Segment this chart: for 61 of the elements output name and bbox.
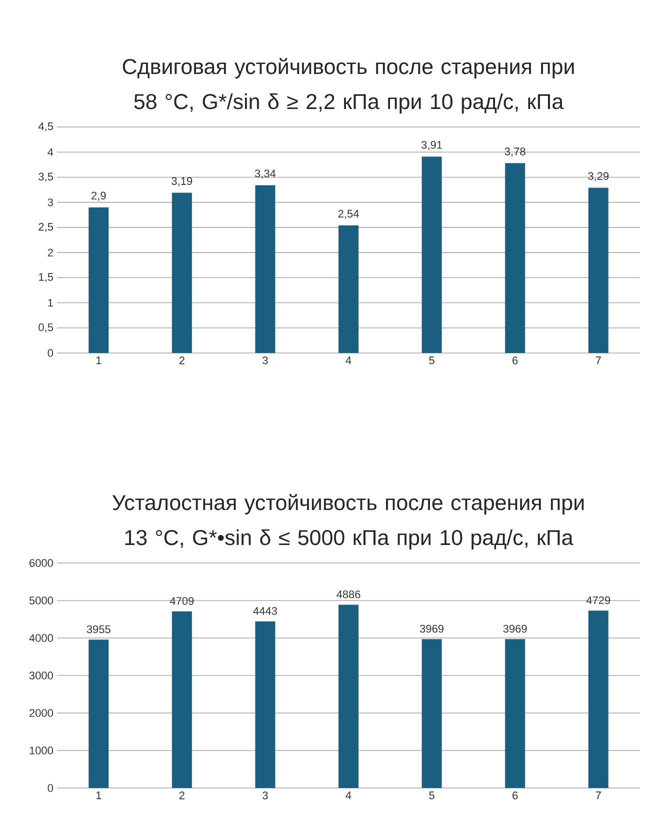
x-tick-label: 7 bbox=[596, 792, 601, 800]
y-tick-label: 1 bbox=[48, 298, 53, 307]
y-tick-label: 3,5 bbox=[38, 172, 53, 182]
y-tick-label: 4 bbox=[48, 148, 54, 156]
bar bbox=[588, 188, 608, 353]
y-tick-label: 4000 bbox=[29, 634, 54, 642]
x-tick-label: 2 bbox=[179, 356, 184, 364]
data-label: 2,9 bbox=[92, 192, 106, 201]
data-label: 4443 bbox=[253, 607, 277, 615]
bar bbox=[88, 640, 109, 788]
bar bbox=[422, 639, 442, 788]
x-tick-label: 1 bbox=[96, 356, 102, 364]
data-label: 3969 bbox=[503, 624, 527, 633]
y-tick-label: 6000 bbox=[30, 559, 54, 567]
x-tick-label: 5 bbox=[429, 356, 434, 364]
data-label: 4886 bbox=[336, 590, 360, 598]
x-tick-label: 2 bbox=[179, 792, 184, 800]
data-label: 2,54 bbox=[338, 210, 359, 219]
x-tick-label: 3 bbox=[262, 792, 268, 800]
data-label: 4709 bbox=[170, 597, 194, 605]
data-label: 3,19 bbox=[172, 177, 192, 186]
data-label: 3,29 bbox=[588, 172, 609, 182]
bar bbox=[588, 610, 608, 788]
chart-title: Усталостная устойчивость после старения при 13 °С, G*•sin δ ≤ 5000 кПа при 10 рад/с, кПа bbox=[112, 494, 584, 550]
y-tick-label: 1,5 bbox=[39, 273, 53, 282]
data-label: 3969 bbox=[420, 624, 444, 633]
y-tick-label: 0,5 bbox=[38, 323, 53, 332]
bar bbox=[255, 185, 276, 353]
y-tick-label: 0 bbox=[48, 784, 54, 792]
y-tick-label: 2,5 bbox=[38, 222, 53, 232]
bar bbox=[338, 604, 358, 788]
y-tick-label: 2 bbox=[48, 248, 53, 256]
bar bbox=[255, 621, 276, 788]
x-tick-label: 4 bbox=[346, 792, 352, 800]
y-tick-label: 3000 bbox=[29, 672, 54, 680]
data-label: 3,78 bbox=[504, 148, 526, 157]
data-label: 4729 bbox=[586, 596, 610, 604]
x-tick-label: 1 bbox=[96, 792, 102, 800]
bar bbox=[172, 192, 192, 353]
x-tick-label: 4 bbox=[346, 356, 352, 364]
y-tick-label: 1000 bbox=[30, 746, 54, 754]
y-tick-label: 4,5 bbox=[38, 122, 53, 132]
data-label: 3,91 bbox=[422, 141, 442, 150]
y-tick-label: 5000 bbox=[29, 596, 54, 604]
y-tick-label: 2000 bbox=[30, 709, 54, 717]
x-tick-label: 5 bbox=[429, 792, 434, 800]
bar bbox=[88, 207, 109, 353]
y-tick-label: 0 bbox=[48, 349, 54, 357]
bar bbox=[338, 225, 358, 353]
x-tick-label: 6 bbox=[512, 792, 518, 800]
x-tick-label: 6 bbox=[512, 356, 518, 364]
bar bbox=[422, 156, 442, 353]
data-label: 3955 bbox=[86, 625, 110, 634]
bar bbox=[505, 163, 526, 353]
chart-title: Сдвиговая устойчивость после старения при 58 °С, G*/sin δ ≥ 2,2 кПа при 10 рад/с, кПа bbox=[122, 58, 574, 114]
bar bbox=[172, 611, 192, 788]
x-tick-label: 7 bbox=[596, 356, 601, 364]
x-tick-label: 3 bbox=[262, 356, 268, 364]
bar bbox=[505, 639, 526, 788]
data-label: 3,34 bbox=[254, 170, 276, 179]
y-tick-label: 3 bbox=[48, 198, 53, 206]
